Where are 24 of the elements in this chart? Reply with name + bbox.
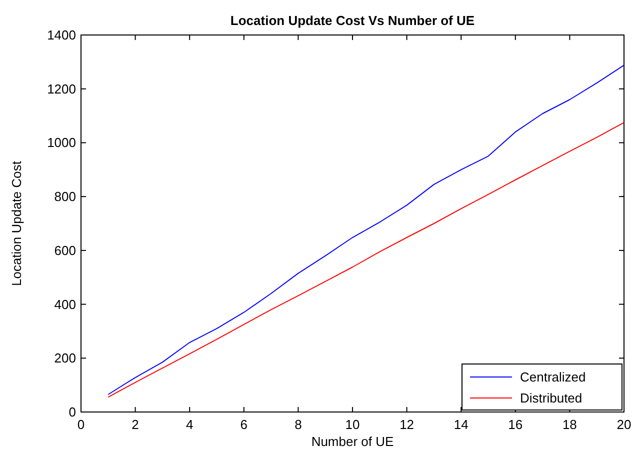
line-series [108, 64, 624, 395]
x-tick-label: 4 [186, 417, 194, 432]
x-tick-label: 10 [345, 417, 360, 432]
chart-title: Location Update Cost Vs Number of UE [230, 13, 475, 28]
x-tick-label: 20 [616, 417, 632, 432]
y-tick-label: 200 [54, 350, 76, 366]
x-tick-label: 14 [454, 417, 468, 432]
y-tick-label: 1400 [47, 28, 76, 42]
x-tick-label: 6 [240, 417, 248, 432]
x-tick-label: 12 [400, 417, 414, 432]
y-tick-label: 1000 [47, 135, 76, 150]
y-tick-label: 400 [54, 296, 76, 312]
x-tick-label: 18 [562, 417, 577, 432]
y-tick-label: 800 [54, 189, 76, 204]
legend-label: Centralized [520, 370, 586, 384]
legend-label: Distributed [520, 390, 582, 406]
x-tick-label: 16 [508, 417, 523, 432]
x-tick-label: 2 [132, 417, 139, 432]
y-tick-label: 600 [54, 242, 76, 258]
y-tick-label: 0 [68, 404, 76, 420]
x-axis-title: Number of UE [311, 434, 394, 449]
x-tick-label: 8 [294, 417, 302, 432]
y-tick-label: 1200 [47, 81, 76, 96]
y-axis-title: Location Update Cost [9, 160, 24, 286]
